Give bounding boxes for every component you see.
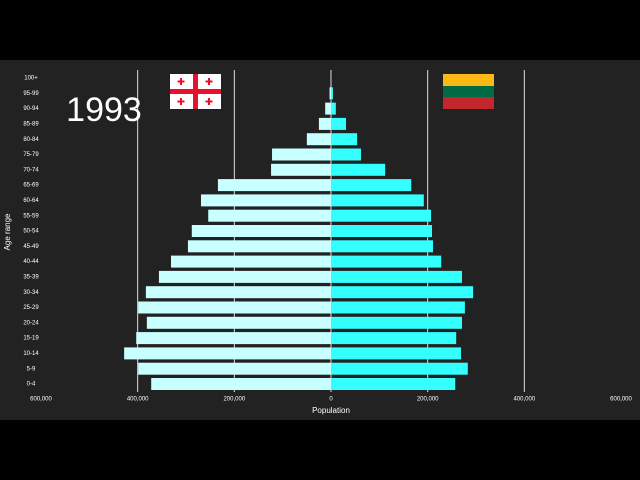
bar [138, 362, 331, 375]
bar [187, 240, 331, 253]
bar [331, 362, 468, 375]
bar [331, 148, 361, 161]
bar [171, 255, 331, 268]
bar [331, 225, 433, 237]
y-tick-label: 80-84 [23, 137, 39, 143]
y-tick-label: 0-4 [27, 382, 36, 388]
lithuania-flag [443, 74, 494, 109]
y-tick-label: 10-14 [23, 351, 39, 357]
y-tick-label: 90-94 [23, 106, 39, 112]
x-axis-label: Population [312, 406, 350, 415]
bar [331, 316, 462, 329]
bar [331, 301, 465, 314]
bar [331, 270, 462, 283]
bar [331, 286, 474, 299]
bar [331, 378, 456, 390]
x-tick-label: 200,000 [223, 397, 245, 403]
bar [208, 209, 331, 222]
bar [272, 148, 331, 161]
bar [331, 133, 358, 146]
y-tick-label: 60-64 [23, 198, 39, 204]
bar [325, 102, 331, 115]
x-tick-label: 0 [329, 397, 333, 403]
y-axis-label: Age range [3, 213, 12, 250]
bar [146, 316, 331, 329]
bar [217, 179, 331, 192]
y-tick-label: 70-74 [23, 167, 39, 173]
y-tick-label: 85-89 [23, 121, 39, 127]
bar [158, 270, 331, 283]
bar [200, 194, 331, 207]
x-tick-label: 200,000 [417, 397, 439, 403]
bar [331, 255, 442, 268]
bar [329, 87, 331, 100]
y-tick-label: 100+ [24, 76, 38, 82]
bar [331, 117, 346, 130]
bar [271, 163, 331, 176]
bar [318, 117, 331, 130]
bar [331, 194, 424, 207]
y-tick-label: 25-29 [23, 305, 39, 311]
bar [331, 209, 432, 222]
bar [331, 240, 433, 253]
y-tick-label: 35-39 [23, 274, 39, 280]
bar [331, 163, 386, 176]
bar [124, 347, 331, 360]
bar [331, 332, 457, 345]
year-title: 1993 [66, 91, 142, 129]
bar [138, 301, 331, 314]
bar [331, 347, 462, 360]
bar [306, 133, 331, 146]
x-tick-label: 400,000 [513, 397, 535, 403]
bar [151, 378, 331, 390]
y-tick-label: 95-99 [23, 91, 39, 97]
y-tick-label: 40-44 [23, 259, 39, 265]
y-tick-label: 65-69 [23, 183, 39, 189]
y-tick-label: 20-24 [23, 320, 39, 326]
x-tick-label: 400,000 [127, 397, 149, 403]
y-tick-label: 75-79 [23, 152, 39, 158]
bar [136, 332, 331, 345]
x-tick-label: 600,000 [610, 397, 632, 403]
bar [191, 225, 331, 237]
y-tick-label: 45-49 [23, 244, 39, 250]
y-tick-label: 5-9 [27, 366, 36, 372]
y-tick-label: 50-54 [23, 229, 39, 235]
bar [331, 179, 412, 192]
georgia-flag [170, 74, 221, 109]
x-tick-label: 600,000 [30, 397, 52, 403]
y-tick-label: 30-34 [23, 290, 39, 296]
bar [331, 87, 333, 100]
y-tick-label: 55-59 [23, 213, 39, 219]
bar [331, 102, 336, 115]
y-tick-label: 15-19 [23, 336, 39, 342]
bar [145, 286, 331, 299]
